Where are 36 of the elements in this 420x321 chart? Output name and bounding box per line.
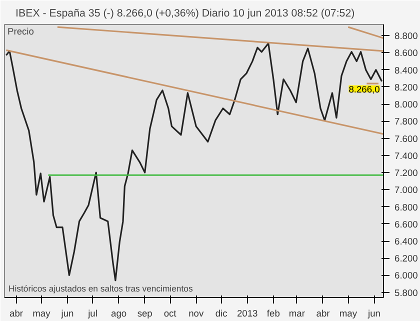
y-tick-label: 6.800 (394, 202, 418, 212)
x-tick-label: dic (215, 308, 228, 318)
y-tick-label: 8.000 (394, 100, 418, 110)
x-tick-label: mar (288, 308, 305, 318)
annotation: 8.266,0 (348, 84, 380, 94)
x-tick-label: oct (164, 308, 177, 318)
x-tick-label: feb (266, 308, 280, 318)
y-tick-label: 6.400 (394, 236, 418, 247)
x-tick-label: abr (10, 308, 24, 318)
x-tick-label: ago (111, 308, 127, 318)
y-tick-label: 7.600 (394, 134, 418, 144)
x-tick-label: may (32, 308, 51, 318)
y-tick-label: 8.200 (394, 82, 418, 92)
y-tick-label: 7.400 (394, 150, 418, 161)
y-axis-title: Precio (8, 26, 34, 36)
y-tick-label: 8.400 (394, 65, 418, 76)
x-tick-label: nov (188, 308, 204, 318)
y-tick-label: 8.800 (394, 31, 418, 42)
y-tick-label: 7.200 (394, 168, 418, 178)
x-tick-label: 2013 (236, 308, 258, 318)
y-tick-label: 5.800 (394, 288, 418, 298)
chart-title: IBEX - España 35 (-) 8.266,0 (+0,36%) Diario 10 jun 2013 08:52 (07:52) (16, 8, 355, 20)
y-tick-label: 7.000 (394, 185, 418, 196)
x-tick-label: jul (87, 308, 98, 318)
y-tick-label: 8.600 (394, 48, 418, 58)
x-tick-label: jun (60, 308, 74, 318)
x-tick-label: jun (367, 308, 380, 318)
y-tick-label: 6.200 (394, 254, 418, 264)
y-tick-label: 7.800 (394, 116, 418, 127)
line-series (5, 42, 383, 282)
x-tick-label: may (339, 308, 358, 318)
x-tick-label: abr (316, 308, 330, 318)
y-tick-label: 6.000 (394, 270, 418, 281)
annotation: Históricos ajustados en saltos tras vencimientos (8, 284, 194, 294)
y-tick-label: 6.600 (394, 219, 418, 230)
x-tick-label: sep (137, 308, 152, 318)
